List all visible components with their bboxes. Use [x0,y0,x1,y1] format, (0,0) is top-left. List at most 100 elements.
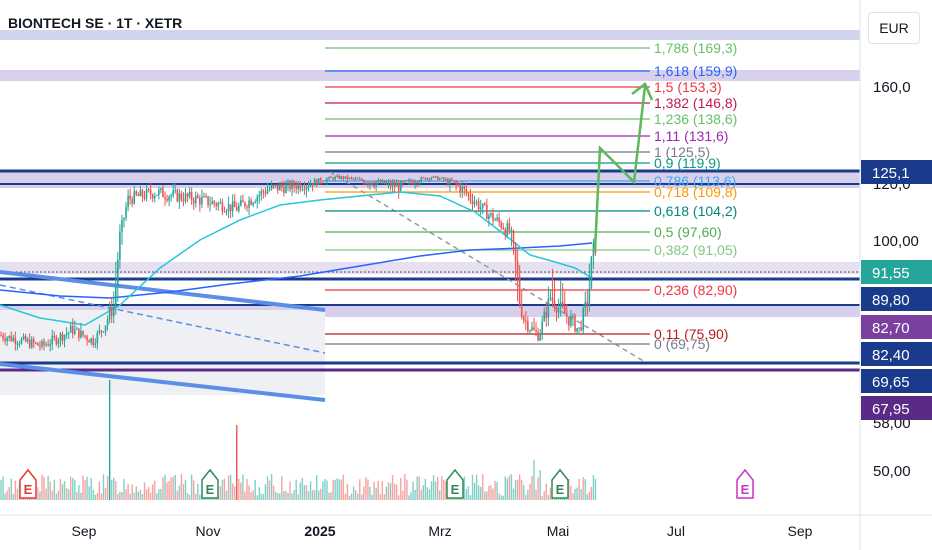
candle-body [449,179,451,185]
candle-body [24,336,27,342]
candle-body [520,305,523,318]
candle-body [246,206,248,208]
candle-body [223,211,226,213]
volume-bar [277,493,279,500]
candle-body [324,180,326,182]
candle-body [531,327,533,331]
fib-label: 0,236 (82,90) [654,282,737,298]
earnings-marker [446,468,464,499]
fib-label: 0,5 (97,60) [654,224,722,240]
volume-bar [475,474,478,500]
candle-body [455,180,457,184]
candle-body [100,330,103,332]
volume-bar [297,494,299,500]
candle-body [145,189,148,199]
candle-body [18,343,21,345]
volume-bar [389,483,392,500]
fib-label: 1,786 (169,3) [654,40,737,56]
volume-bar [504,476,506,500]
candle-body [147,189,150,191]
candle-body [465,188,468,194]
volume-bar [441,476,443,500]
candle-body [522,317,525,321]
volume-bar [408,495,410,500]
candle-body [135,191,138,195]
volume-bar [268,480,271,500]
candle-body [586,301,589,306]
candle-body [512,230,515,243]
volume-bar [49,481,51,500]
earnings-label: E [24,482,33,497]
candle-body [143,196,146,199]
volume-bar [10,478,12,500]
volume-bar [98,481,101,500]
volume-bar [47,475,49,500]
volume-bar [258,487,260,500]
volume-bar [172,476,174,500]
volume-bar [82,475,84,500]
y-tick: 160,0 [873,79,911,96]
fib-label: 1,5 (153,3) [654,79,722,95]
volume-bar [108,380,111,500]
volume-bar [279,493,281,500]
volume-bar [514,480,517,500]
candle-body [504,229,507,236]
x-tick: Mai [547,523,570,539]
candle-body [106,319,109,326]
candle-body [369,182,371,185]
candle-body [375,181,377,187]
volume-bar [149,492,152,500]
volume-bar [100,493,103,500]
volume-bar [412,481,414,500]
candle-body [533,327,535,331]
candle-body [367,183,369,185]
candle-body [381,180,384,183]
volume-bar [313,489,316,500]
candle-body [348,177,351,179]
volume-bar [139,489,142,500]
volume-bar [115,481,117,500]
candle-body [293,180,295,187]
volume-bar [137,491,140,500]
volume-bar [338,479,340,500]
candle-body [430,177,433,180]
volume-bar [527,489,529,500]
volume-bar [55,493,58,500]
volume-bar [221,479,224,500]
volume-bar [94,494,96,500]
candle-body [252,202,254,205]
volume-bar [574,488,576,500]
candle-body [268,189,271,191]
candle-body [383,180,386,184]
candle-body [416,181,418,183]
volume-bar [41,474,43,500]
volume-bar [131,484,133,500]
candle-body [543,311,546,322]
candle-body [447,179,449,185]
volume-bar [375,487,377,500]
candle-body [209,204,211,206]
volume-bar [186,493,189,500]
candle-body [170,195,172,197]
volume-bar [363,486,365,500]
volume-bar [402,491,404,500]
candle-body [404,180,406,182]
candle-body [451,179,453,181]
candle-body [408,179,410,181]
volume-bar [254,479,256,500]
candle-body [266,189,269,194]
candle-body [80,330,82,338]
candle-body [387,180,390,182]
currency-button[interactable]: EUR [868,12,920,44]
volume-bar [178,485,181,500]
volume-bar [195,493,197,500]
volume-bar [473,482,476,500]
candle-body [350,177,353,179]
candle-body [397,182,400,191]
candle-body [45,344,47,346]
symbol-title[interactable]: BIONTECH SE · 1T · XETR [8,15,183,31]
candle-body [490,213,492,216]
candle-body [55,337,58,344]
candle-body [570,316,572,326]
